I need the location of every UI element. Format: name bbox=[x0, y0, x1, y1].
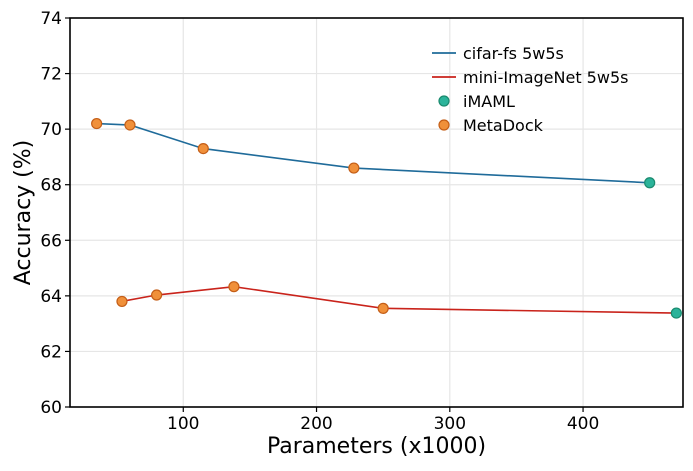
marker-metadock-5 bbox=[151, 289, 163, 301]
legend-label-imaml: iMAML bbox=[463, 92, 515, 111]
x-tick-label: 400 bbox=[567, 414, 599, 434]
x-tick-label: 200 bbox=[300, 414, 332, 434]
legend: cifar-fs 5w5s mini-ImageNet 5w5s iMAML Meta… bbox=[432, 44, 628, 135]
y-axis-title: Accuracy (%) bbox=[11, 140, 36, 286]
marker-metadock-4 bbox=[116, 295, 128, 308]
marker-metadock-0 bbox=[91, 117, 103, 130]
y-tick-label: 66 bbox=[40, 231, 62, 251]
y-tick-label: 64 bbox=[40, 287, 62, 307]
y-tick-label: 74 bbox=[40, 9, 62, 29]
series-markers bbox=[91, 117, 682, 319]
legend-swatch-metadock bbox=[438, 119, 450, 131]
x-tick-label: 300 bbox=[434, 414, 466, 434]
legend-label-mini-imagenet-5w5s: mini-ImageNet 5w5s bbox=[463, 68, 628, 87]
plot-frame bbox=[69, 17, 684, 408]
grid-lines bbox=[70, 17, 683, 408]
x-axis-title: Parameters (x1000) bbox=[267, 434, 486, 459]
legend-label-metadock: MetaDock bbox=[463, 116, 544, 135]
marker-metadock-3 bbox=[348, 162, 360, 174]
y-tick-label: 60 bbox=[40, 398, 62, 418]
legend-label-cifar-fs-5w5s: cifar-fs 5w5s bbox=[463, 44, 564, 63]
marker-imaml-1 bbox=[670, 307, 682, 319]
y-tick-label: 68 bbox=[40, 176, 62, 196]
marker-metadock-2 bbox=[197, 142, 209, 155]
x-tick-label: 100 bbox=[167, 414, 199, 434]
y-tick-label: 72 bbox=[40, 65, 62, 85]
y-tick-label: 62 bbox=[40, 342, 62, 362]
marker-metadock-6 bbox=[228, 281, 240, 293]
axis-ticks: 100 200 300 400 60 62 64 66 68 70 72 74 bbox=[40, 9, 599, 434]
marker-imaml-0 bbox=[644, 177, 656, 189]
y-tick-label: 70 bbox=[40, 120, 62, 140]
marker-metadock-1 bbox=[124, 119, 136, 131]
marker-metadock-7 bbox=[377, 302, 389, 314]
legend-swatch-imaml bbox=[438, 95, 450, 107]
